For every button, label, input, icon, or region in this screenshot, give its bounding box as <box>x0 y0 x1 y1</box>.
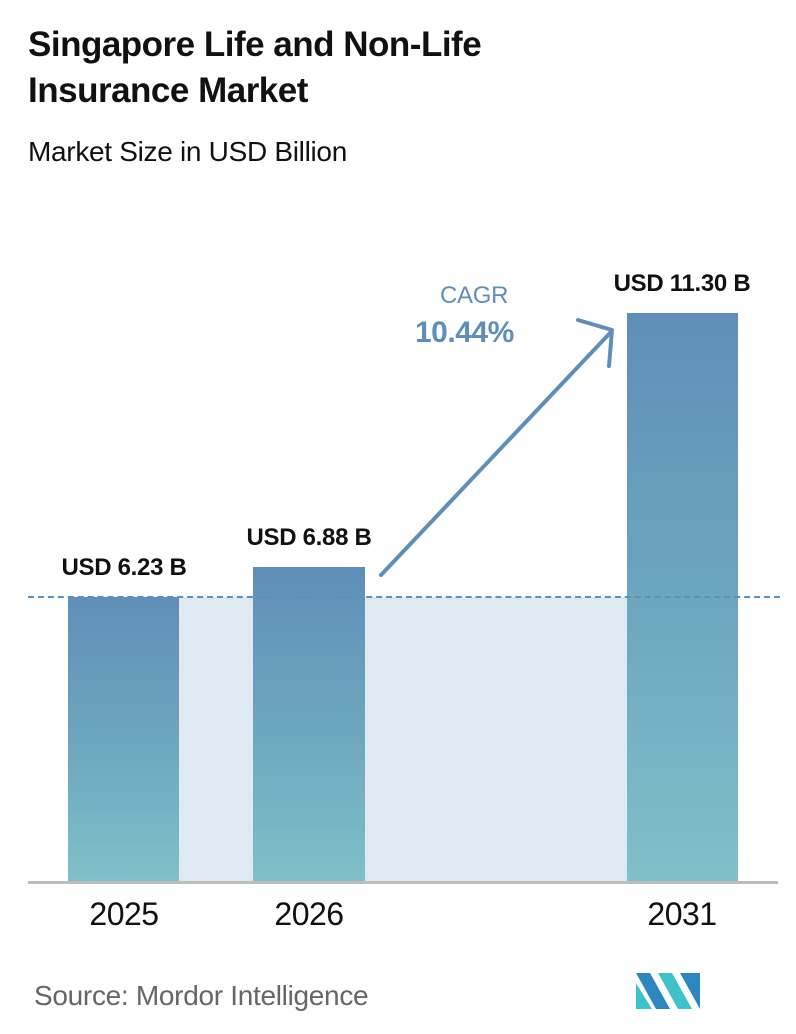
chart-title: Singapore Life and Non-Life Insurance Ma… <box>28 22 482 114</box>
value-label-2025: USD 6.23 B <box>61 554 187 581</box>
cagr-label: CAGR <box>440 282 509 309</box>
x-label-2026: 2026 <box>274 896 344 932</box>
x-label-2025: 2025 <box>89 896 159 932</box>
x-label-2031: 2031 <box>647 896 717 932</box>
chart-title-line1: Singapore Life and Non-Life <box>28 25 482 64</box>
source-text: Source: Mordor Intelligence <box>34 980 369 1011</box>
x-axis-baseline <box>28 881 778 884</box>
bar-2025 <box>68 597 179 882</box>
bar-2026 <box>253 567 365 882</box>
reference-dashed-line <box>28 596 780 598</box>
chart-title-line2: Insurance Market <box>28 71 308 110</box>
mordor-intelligence-logo-icon <box>636 973 700 1009</box>
baseline-band <box>68 597 738 882</box>
value-label-2026: USD 6.88 B <box>246 524 372 551</box>
value-label-2031: USD 11.30 B <box>613 270 751 297</box>
chart-subtitle: Market Size in USD Billion <box>28 136 347 167</box>
cagr-value: 10.44% <box>415 316 514 349</box>
